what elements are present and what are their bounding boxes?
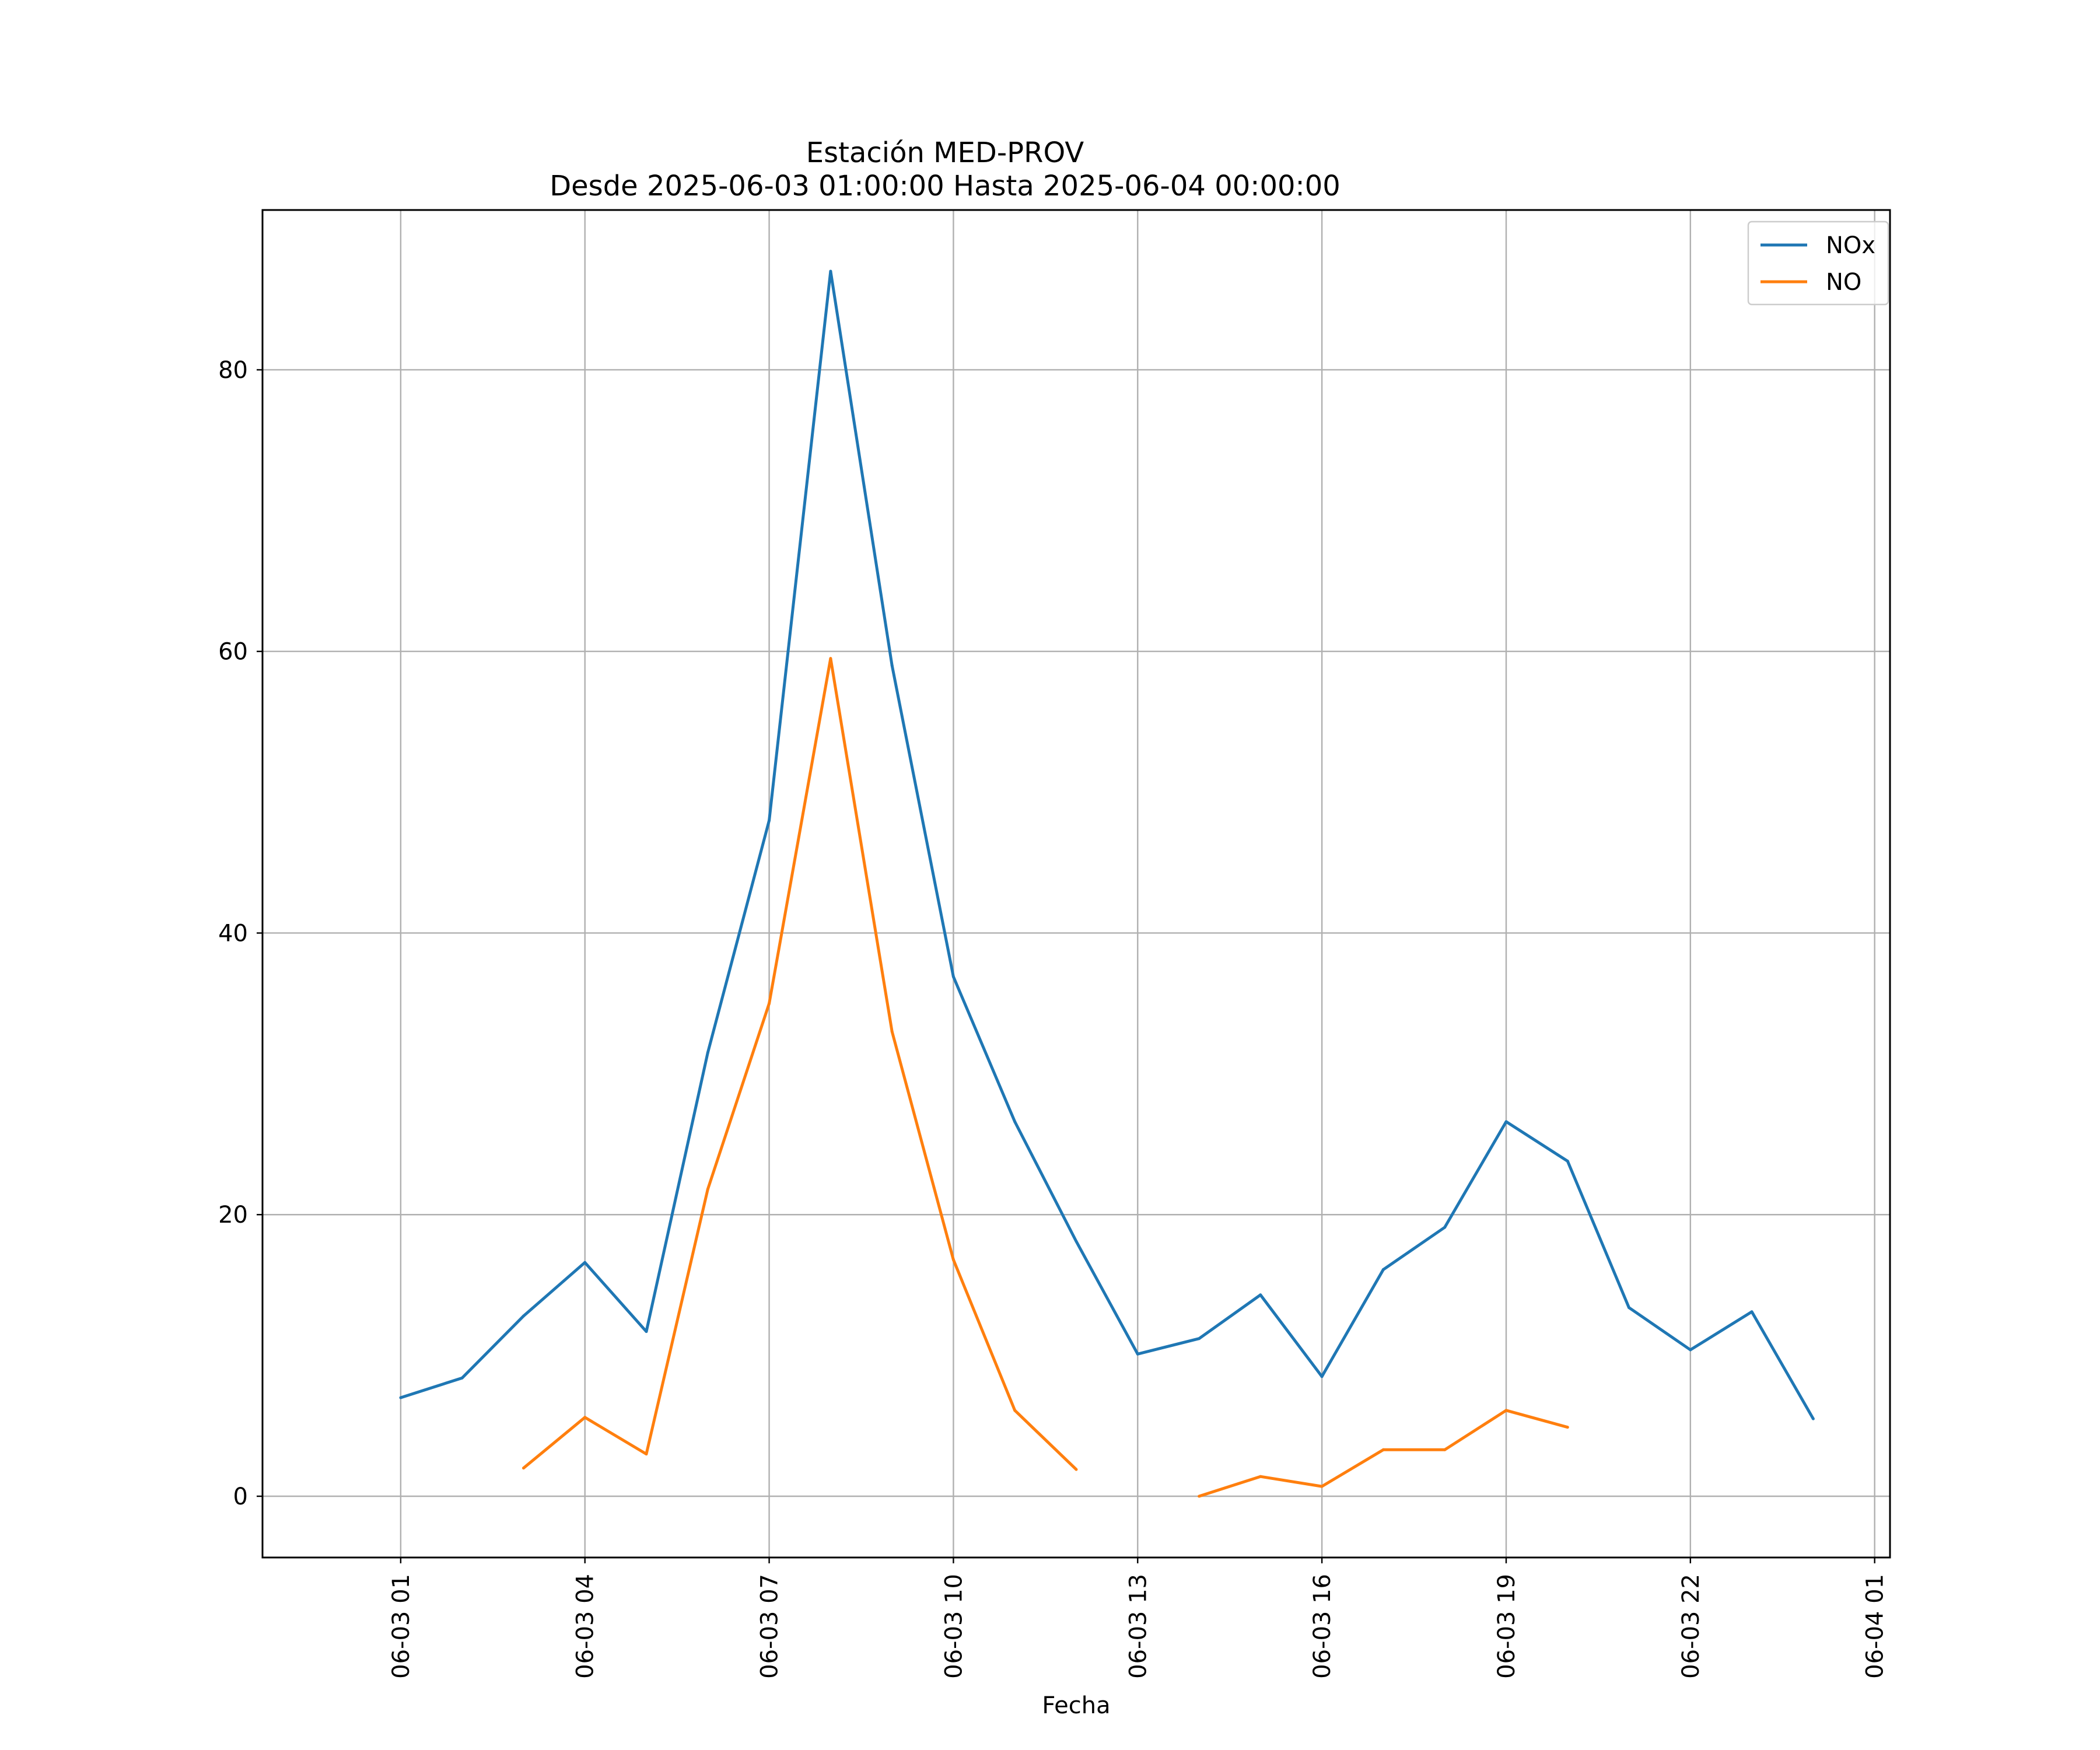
legend: NOx NO bbox=[1747, 220, 1889, 306]
data-point-no bbox=[1198, 1494, 1201, 1498]
data-point-no bbox=[1259, 1475, 1262, 1478]
y-tick-label: 20 bbox=[218, 1202, 248, 1228]
x-axis-ticks: 06-03 01 06-03 04 06-03 07 06-03 10 06-03 13… bbox=[388, 1558, 1889, 1679]
y-tick-label: 80 bbox=[218, 357, 248, 384]
data-point-nox bbox=[1566, 1160, 1569, 1163]
data-point-nox bbox=[951, 975, 955, 978]
data-point-no bbox=[890, 1030, 894, 1033]
data-point-no bbox=[706, 1188, 709, 1191]
data-point-no bbox=[1566, 1426, 1569, 1429]
x-tick-label: 06-03 13 bbox=[1125, 1574, 1152, 1679]
data-point-nox bbox=[1689, 1348, 1692, 1352]
data-point-nox bbox=[1259, 1293, 1262, 1297]
data-point-nox bbox=[522, 1314, 525, 1318]
data-point-no bbox=[1443, 1448, 1447, 1451]
data-point-no bbox=[1320, 1485, 1324, 1488]
data-point-nox bbox=[768, 818, 771, 822]
data-point-no bbox=[829, 657, 832, 660]
data-point-nox bbox=[645, 1330, 648, 1334]
data-point-no bbox=[1504, 1409, 1508, 1412]
data-point-nox bbox=[1811, 1417, 1815, 1420]
data-point-nox bbox=[829, 270, 832, 273]
x-tick-label: 06-04 01 bbox=[1862, 1574, 1889, 1679]
data-point-nox bbox=[1136, 1352, 1139, 1356]
data-point-nox bbox=[1320, 1375, 1324, 1378]
data-point-nox bbox=[399, 1396, 402, 1399]
data-point-nox bbox=[1750, 1310, 1754, 1314]
data-point-no bbox=[1381, 1448, 1385, 1451]
data-point-no bbox=[951, 1258, 955, 1261]
x-axis-label: Fecha bbox=[1042, 1692, 1110, 1719]
series-line-nox bbox=[400, 270, 1815, 1420]
legend-box bbox=[1747, 220, 1889, 306]
series-lines bbox=[399, 270, 1815, 1498]
y-tick-label: 60 bbox=[218, 639, 248, 666]
data-point-nox bbox=[1198, 1337, 1201, 1340]
data-point-nox bbox=[1381, 1268, 1385, 1271]
y-axis-ticks: 0 20 40 60 80 bbox=[218, 357, 262, 1510]
x-tick-label: 06-03 07 bbox=[757, 1574, 783, 1679]
x-tick-label: 06-03 19 bbox=[1493, 1574, 1520, 1679]
legend-label-no: NO bbox=[1826, 269, 1861, 296]
plot-frame bbox=[261, 209, 1891, 1559]
legend-label-nox: NOx bbox=[1826, 232, 1875, 259]
chart-title: Estación MED-PROV bbox=[806, 136, 1084, 169]
data-point-no bbox=[768, 1002, 771, 1005]
data-point-nox bbox=[1504, 1120, 1508, 1124]
grid-lines bbox=[262, 210, 1890, 1558]
x-tick-label: 06-03 01 bbox=[388, 1574, 415, 1679]
data-point-no bbox=[583, 1416, 587, 1419]
x-tick-label: 06-03 22 bbox=[1678, 1574, 1704, 1679]
data-point-nox bbox=[890, 664, 894, 667]
y-tick-label: 0 bbox=[233, 1483, 248, 1510]
x-tick-label: 06-03 16 bbox=[1309, 1574, 1336, 1679]
chart-subtitle: Desde 2025-06-03 01:00:00 Hasta 2025-06-… bbox=[550, 170, 1340, 202]
x-tick-label: 06-03 04 bbox=[572, 1574, 599, 1679]
data-point-nox bbox=[1443, 1226, 1447, 1229]
data-point-no bbox=[522, 1466, 525, 1470]
data-point-nox bbox=[583, 1261, 587, 1264]
x-tick-label: 06-03 10 bbox=[940, 1574, 967, 1679]
data-point-no bbox=[1074, 1468, 1078, 1471]
data-point-nox bbox=[1074, 1240, 1078, 1243]
data-point-nox bbox=[706, 1051, 709, 1055]
data-point-nox bbox=[460, 1376, 464, 1380]
data-point-nox bbox=[1628, 1306, 1630, 1310]
data-point-no bbox=[1013, 1409, 1017, 1412]
y-tick-label: 40 bbox=[218, 920, 248, 947]
data-point-nox bbox=[1013, 1120, 1017, 1124]
data-point-no bbox=[645, 1452, 648, 1456]
